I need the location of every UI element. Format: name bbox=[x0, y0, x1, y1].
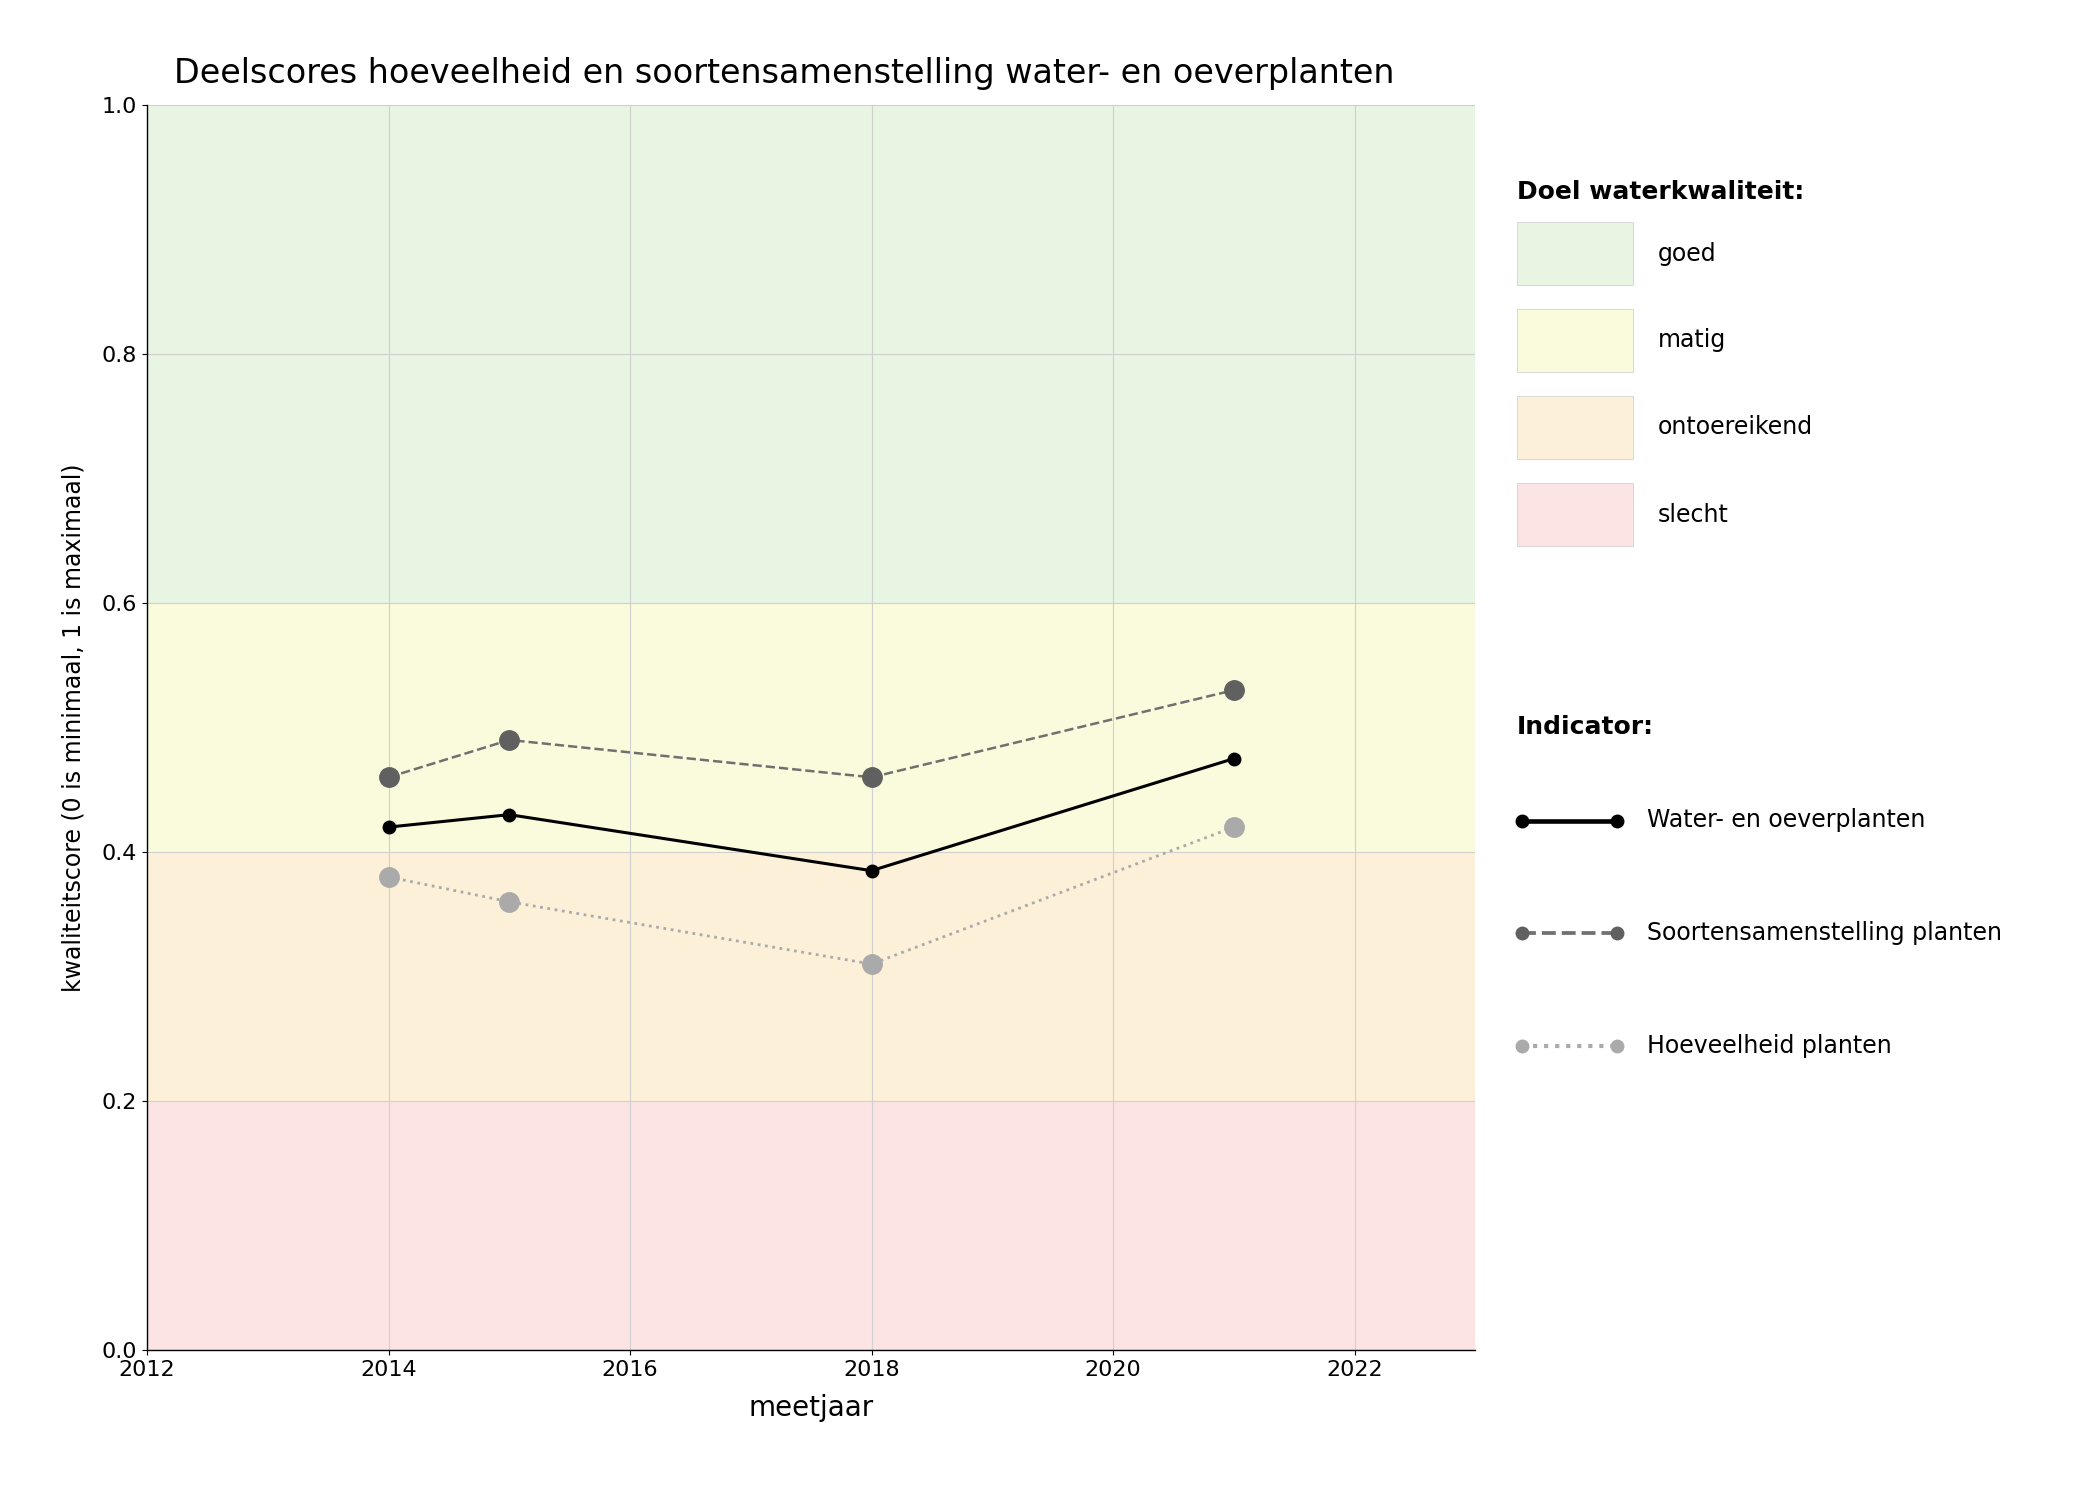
Bar bbox=[147, 105, 1474, 603]
Y-axis label: kwaliteitscore (0 is minimaal, 1 is maximaal): kwaliteitscore (0 is minimaal, 1 is maxi… bbox=[61, 464, 86, 992]
Text: ontoereikend: ontoereikend bbox=[1659, 416, 1812, 440]
Text: matig: matig bbox=[1659, 328, 1726, 352]
Text: Indicator:: Indicator: bbox=[1516, 716, 1655, 740]
X-axis label: meetjaar: meetjaar bbox=[748, 1394, 874, 1422]
Bar bbox=[147, 1101, 1474, 1350]
Bar bbox=[147, 852, 1474, 1101]
Text: Deelscores hoeveelheid en soortensamenstelling water- en oeverplanten: Deelscores hoeveelheid en soortensamenst… bbox=[174, 57, 1394, 90]
Text: Hoeveelheid planten: Hoeveelheid planten bbox=[1646, 1034, 1892, 1058]
Text: slecht: slecht bbox=[1659, 503, 1728, 526]
Text: Doel waterkwaliteit:: Doel waterkwaliteit: bbox=[1516, 180, 1804, 204]
Bar bbox=[147, 603, 1474, 852]
Text: goed: goed bbox=[1659, 242, 1716, 266]
Text: Water- en oeverplanten: Water- en oeverplanten bbox=[1646, 808, 1926, 832]
Text: Soortensamenstelling planten: Soortensamenstelling planten bbox=[1646, 921, 2003, 945]
